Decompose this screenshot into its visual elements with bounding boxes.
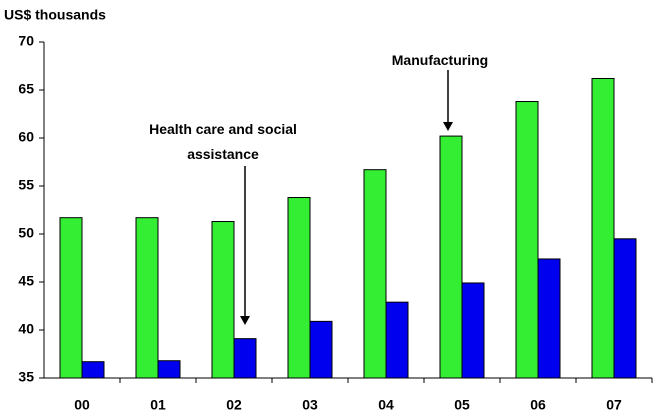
bar bbox=[363, 169, 387, 379]
y-tick-label: 55 bbox=[18, 177, 34, 193]
x-tick-label: 03 bbox=[302, 397, 318, 413]
bar bbox=[287, 197, 311, 379]
x-tick-label: 02 bbox=[226, 397, 242, 413]
bar bbox=[439, 135, 463, 379]
bar bbox=[135, 217, 159, 379]
x-tick-label: 06 bbox=[530, 397, 546, 413]
arrow-head bbox=[443, 122, 453, 131]
x-tick-label: 07 bbox=[606, 397, 622, 413]
bar bbox=[515, 101, 539, 379]
x-tick-label: 04 bbox=[378, 397, 394, 413]
bar bbox=[461, 282, 485, 379]
bar bbox=[385, 301, 409, 379]
arrow-head bbox=[240, 316, 250, 325]
bar bbox=[613, 238, 637, 379]
annotation: Manufacturing bbox=[391, 52, 489, 68]
y-axis-label: US$ thousands bbox=[4, 7, 106, 23]
y-tick-label: 70 bbox=[18, 33, 34, 49]
x-tick-label: 00 bbox=[74, 397, 90, 413]
bar bbox=[537, 258, 561, 379]
y-tick-label: 40 bbox=[18, 321, 34, 337]
bar bbox=[59, 217, 83, 379]
y-tick-label: 35 bbox=[18, 369, 34, 385]
y-tick-label: 60 bbox=[18, 129, 34, 145]
annotation: Health care and social assistance bbox=[149, 121, 297, 162]
bar bbox=[157, 360, 181, 379]
y-tick-label: 45 bbox=[18, 273, 34, 289]
x-tick-label: 01 bbox=[150, 397, 166, 413]
bar bbox=[309, 320, 333, 379]
y-tick-label: 50 bbox=[18, 225, 34, 241]
y-tick-label: 65 bbox=[18, 81, 34, 97]
bar bbox=[233, 338, 257, 379]
x-tick-label: 05 bbox=[454, 397, 470, 413]
bar bbox=[211, 221, 235, 379]
bar bbox=[591, 77, 615, 379]
bar bbox=[81, 361, 105, 379]
